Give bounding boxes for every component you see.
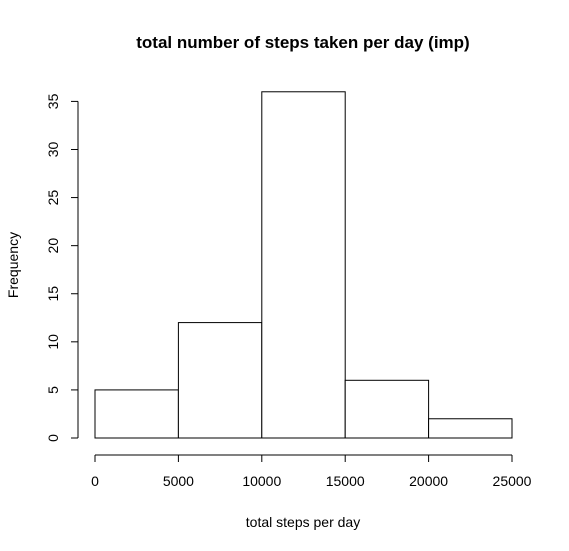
histogram-bar-3 (344, 379, 430, 439)
x-tick-label: 25000 (493, 473, 532, 489)
x-tick-label: 0 (91, 473, 99, 489)
histogram-bar-2 (261, 91, 346, 439)
y-tick-label: 30 (45, 141, 61, 157)
y-tick-label: 15 (45, 286, 61, 302)
x-tick-label: 10000 (242, 473, 281, 489)
x-tick-label: 20000 (409, 473, 448, 489)
y-tick-label: 5 (45, 386, 61, 394)
x-axis: 0 5000 10000 15000 20000 25000 (91, 454, 532, 489)
histogram-bar-4 (428, 418, 513, 439)
x-tick-label: 15000 (326, 473, 365, 489)
y-tick-label: 10 (45, 334, 61, 350)
histogram-bar-1 (177, 322, 263, 439)
histogram-bar-0 (94, 389, 179, 439)
x-axis-label: total steps per day (246, 514, 360, 530)
y-tick-label: 25 (45, 190, 61, 206)
y-axis-label: Frequency (5, 232, 21, 298)
histogram-bars (94, 91, 513, 439)
y-axis: 0 5 10 15 20 25 30 35 (45, 93, 79, 442)
y-tick-label: 35 (45, 93, 61, 109)
x-tick-label: 5000 (163, 473, 194, 489)
chart-title: total number of steps taken per day (imp… (136, 33, 469, 52)
y-tick-label: 20 (45, 238, 61, 254)
y-tick-label: 0 (45, 434, 61, 442)
